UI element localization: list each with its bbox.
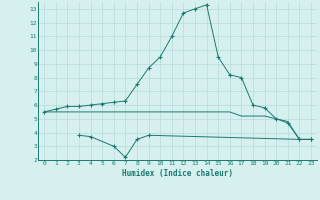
X-axis label: Humidex (Indice chaleur): Humidex (Indice chaleur) bbox=[122, 169, 233, 178]
